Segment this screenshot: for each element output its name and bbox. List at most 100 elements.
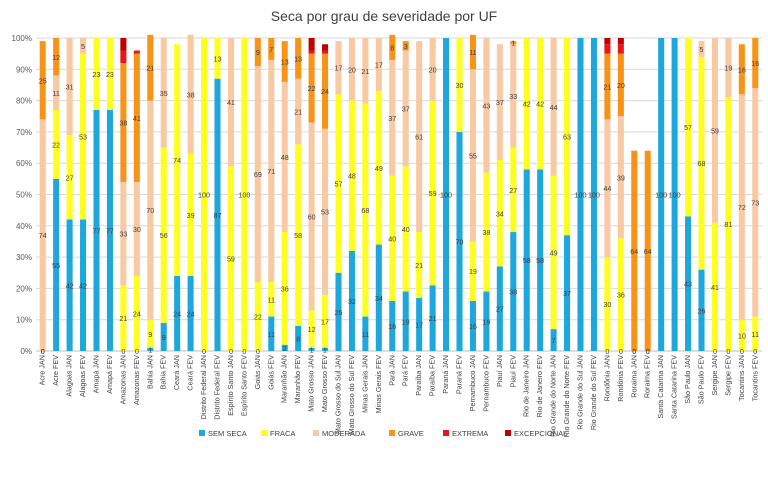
data-label: 17 — [415, 320, 423, 329]
x-tick-label: Espírito Santo FEV — [239, 355, 248, 416]
data-label: 30 — [456, 81, 464, 90]
data-label: 59 — [429, 189, 437, 198]
x-tick-label: Mato Grosso JAN — [307, 355, 316, 412]
data-label: 2 — [283, 344, 287, 353]
bar-segment — [469, 69, 476, 242]
bar-segment — [308, 50, 315, 54]
x-tick-label: Pernambuco FEV — [481, 355, 490, 412]
data-label: 31 — [66, 83, 74, 92]
bar-segment — [496, 266, 503, 351]
bar-segment — [120, 63, 127, 182]
x-tick-label: Bahia JAN — [145, 355, 154, 389]
bar-segment — [66, 135, 73, 220]
bar-segment — [214, 38, 221, 79]
bar-segment — [604, 257, 611, 351]
bar-segment — [254, 38, 261, 67]
bar-segment — [80, 53, 87, 220]
x-tick-label: São Paulo FEV — [697, 355, 706, 404]
bar-segment — [523, 38, 530, 170]
data-label: 23 — [106, 70, 114, 79]
data-label: 57 — [684, 123, 692, 132]
data-label: 42 — [536, 100, 544, 109]
data-label: 100 — [669, 191, 681, 200]
x-tick-label: Amapá FEV — [105, 355, 114, 394]
bar-segment — [510, 41, 517, 45]
data-label: 74 — [173, 156, 181, 165]
bar-segment — [671, 38, 678, 351]
data-label: 0 — [632, 347, 636, 356]
x-tick-label: Amazonas JAN — [118, 355, 127, 405]
x-tick-label: Pernambuco JAN — [468, 355, 477, 411]
bar-segment — [456, 131, 463, 351]
data-label: 64 — [644, 247, 652, 256]
bar-segment — [456, 38, 463, 132]
x-tick-label: Rio Grande do Sul FEV — [589, 355, 598, 430]
bar-segment — [469, 241, 476, 301]
bar-segment — [268, 38, 275, 60]
x-tick-label: Santa Catarina JAN — [656, 355, 665, 419]
legend-label: EXTREMA — [452, 429, 488, 438]
data-label: 77 — [93, 226, 101, 235]
data-label: 58 — [523, 256, 531, 265]
x-tick-label: Sergipe JAN — [710, 355, 719, 395]
bar-segment — [281, 81, 288, 233]
data-label: 8 — [390, 43, 394, 52]
data-label: 40 — [388, 234, 396, 243]
legend-swatch — [313, 430, 319, 436]
bar-segment — [322, 347, 329, 351]
bar-segment — [752, 88, 759, 317]
legend: SEM SECA FRACA MODERADA GRAVE EXTREMA EXCEPCI… — [199, 429, 567, 438]
data-label: 81 — [724, 220, 732, 229]
data-label: 16 — [751, 59, 759, 68]
chart-title: Seca por grau de severidade por UF — [271, 8, 497, 24]
y-tick-label: 60% — [16, 159, 32, 168]
data-label: 11 — [268, 295, 275, 304]
data-label: 11 — [362, 330, 369, 339]
data-label: 0 — [135, 347, 139, 356]
data-label: 0 — [242, 347, 246, 356]
x-tick-label: Mato Grosso do Sul FEV — [347, 355, 356, 435]
data-label: 21 — [415, 261, 423, 270]
bar-segment — [201, 38, 208, 351]
bar-segment — [483, 172, 490, 292]
x-tick-label: São Paulo JAN — [683, 355, 692, 404]
data-label: 74 — [39, 231, 47, 240]
data-label: 24 — [173, 309, 181, 318]
bar-segment — [322, 44, 329, 51]
bar-segment — [120, 181, 127, 286]
bar-segment — [443, 38, 450, 351]
bar-segment — [227, 166, 234, 351]
x-tick-label: Bahia FEV — [159, 355, 168, 390]
data-label: 17 — [321, 317, 329, 326]
bar-segment — [725, 97, 732, 351]
data-label: 57 — [335, 180, 343, 189]
data-label: 5 — [700, 45, 704, 54]
bar-segment — [375, 91, 382, 245]
data-label: 12 — [52, 53, 60, 62]
bar-segment — [617, 238, 624, 351]
x-tick-label: Rio Grande do Sul JAN — [576, 355, 585, 430]
bar-segment — [322, 50, 329, 54]
data-label: 56 — [160, 231, 168, 240]
bar-segment — [362, 316, 369, 351]
bar-segment — [348, 38, 355, 101]
x-tick-label: Pará FEV — [401, 355, 410, 386]
x-tick-label: Goiás JAN — [253, 355, 262, 389]
data-label: 38 — [187, 90, 195, 99]
bar-segment — [308, 122, 315, 311]
bar-segment — [254, 66, 261, 283]
data-label: 8 — [296, 334, 300, 343]
bar-segment — [308, 347, 315, 351]
data-label: 19 — [482, 317, 490, 326]
bar-segment — [389, 300, 396, 351]
bar-segment — [483, 38, 490, 173]
bar-segment — [187, 275, 194, 351]
legend-label: FRACA — [270, 429, 295, 438]
data-label: 44 — [550, 103, 558, 112]
data-label: 20 — [348, 65, 356, 74]
data-label: 73 — [751, 198, 759, 207]
bar-segment — [510, 147, 517, 233]
data-label: 0 — [256, 347, 260, 356]
data-label: 21 — [119, 314, 127, 323]
bar-segment — [375, 38, 382, 92]
